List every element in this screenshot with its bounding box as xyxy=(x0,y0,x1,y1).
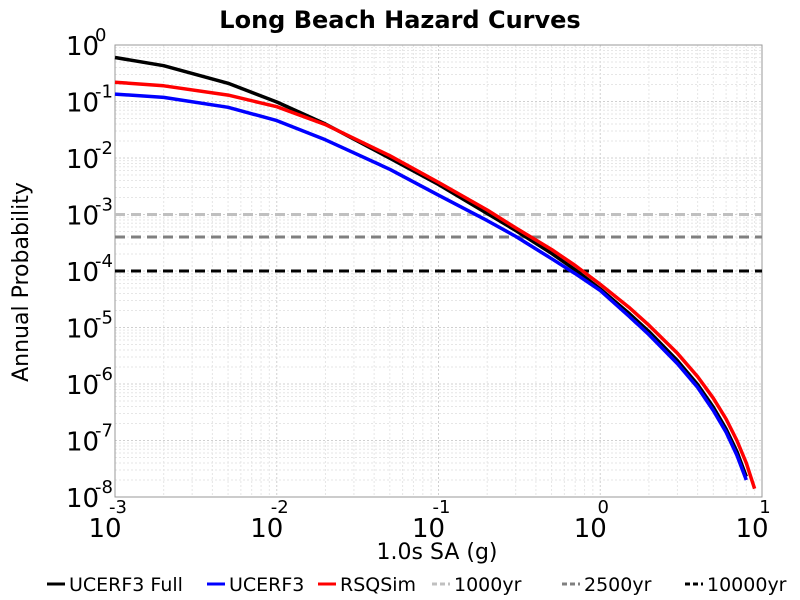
y-tick-exponent: -1 xyxy=(95,82,113,103)
legend-label: UCERF3 Full xyxy=(69,574,183,596)
x-tick-exponent: -3 xyxy=(109,497,127,518)
y-tick-exponent: -4 xyxy=(95,251,113,272)
legend-label: RSQSim xyxy=(340,574,416,596)
series-line-rsqsim xyxy=(114,80,757,490)
y-tick-exponent: 0 xyxy=(95,25,106,46)
y-tick-label: 10 xyxy=(66,32,99,62)
legend-label: UCERF3 xyxy=(229,574,304,596)
y-tick-label: 10 xyxy=(66,89,99,119)
y-tick-label: 10 xyxy=(66,484,99,514)
chart-title: Long Beach Hazard Curves xyxy=(219,6,580,34)
legend: UCERF3 Full UCERF3 RSQSim 1000yr 2500yr 10000… xyxy=(47,574,787,596)
y-tick-label: 10 xyxy=(66,202,99,232)
y-tick-exponent: -8 xyxy=(95,477,113,498)
y-tick-label: 10 xyxy=(66,428,99,458)
x-axis-label: 1.0s SA (g) xyxy=(377,540,498,565)
x-tick-exponent: 1 xyxy=(759,497,770,518)
y-tick-label: 10 xyxy=(66,315,99,345)
y-axis-label: Annual Probability xyxy=(9,182,34,382)
series-layer xyxy=(114,55,762,490)
x-tick-label: 10 xyxy=(574,514,607,544)
x-tick-label: 10 xyxy=(88,514,121,544)
x-tick-exponent: -1 xyxy=(433,497,451,518)
y-tick-exponent: -2 xyxy=(95,138,113,159)
y-tick-exponent: -6 xyxy=(95,364,113,385)
y-tick-label: 10 xyxy=(66,258,99,288)
y-tick-label: 10 xyxy=(66,145,99,175)
y-tick-exponent: -7 xyxy=(95,421,113,442)
y-tick-exponent: -3 xyxy=(95,195,113,216)
x-tick-label: 10 xyxy=(412,514,445,544)
y-tick-exponent: -5 xyxy=(95,308,113,329)
series-line-ucerf3-full xyxy=(114,55,748,478)
legend-label: 2500yr xyxy=(584,574,652,596)
x-tick-exponent: 0 xyxy=(598,497,609,518)
x-tick-exponent: -2 xyxy=(271,497,289,518)
y-tick-label: 10 xyxy=(66,371,99,401)
legend-label: 1000yr xyxy=(454,574,522,596)
series-line-ucerf3 xyxy=(114,92,748,481)
x-tick-label: 10 xyxy=(735,514,768,544)
legend-label: 10000yr xyxy=(707,574,787,596)
x-tick-label: 10 xyxy=(250,514,283,544)
